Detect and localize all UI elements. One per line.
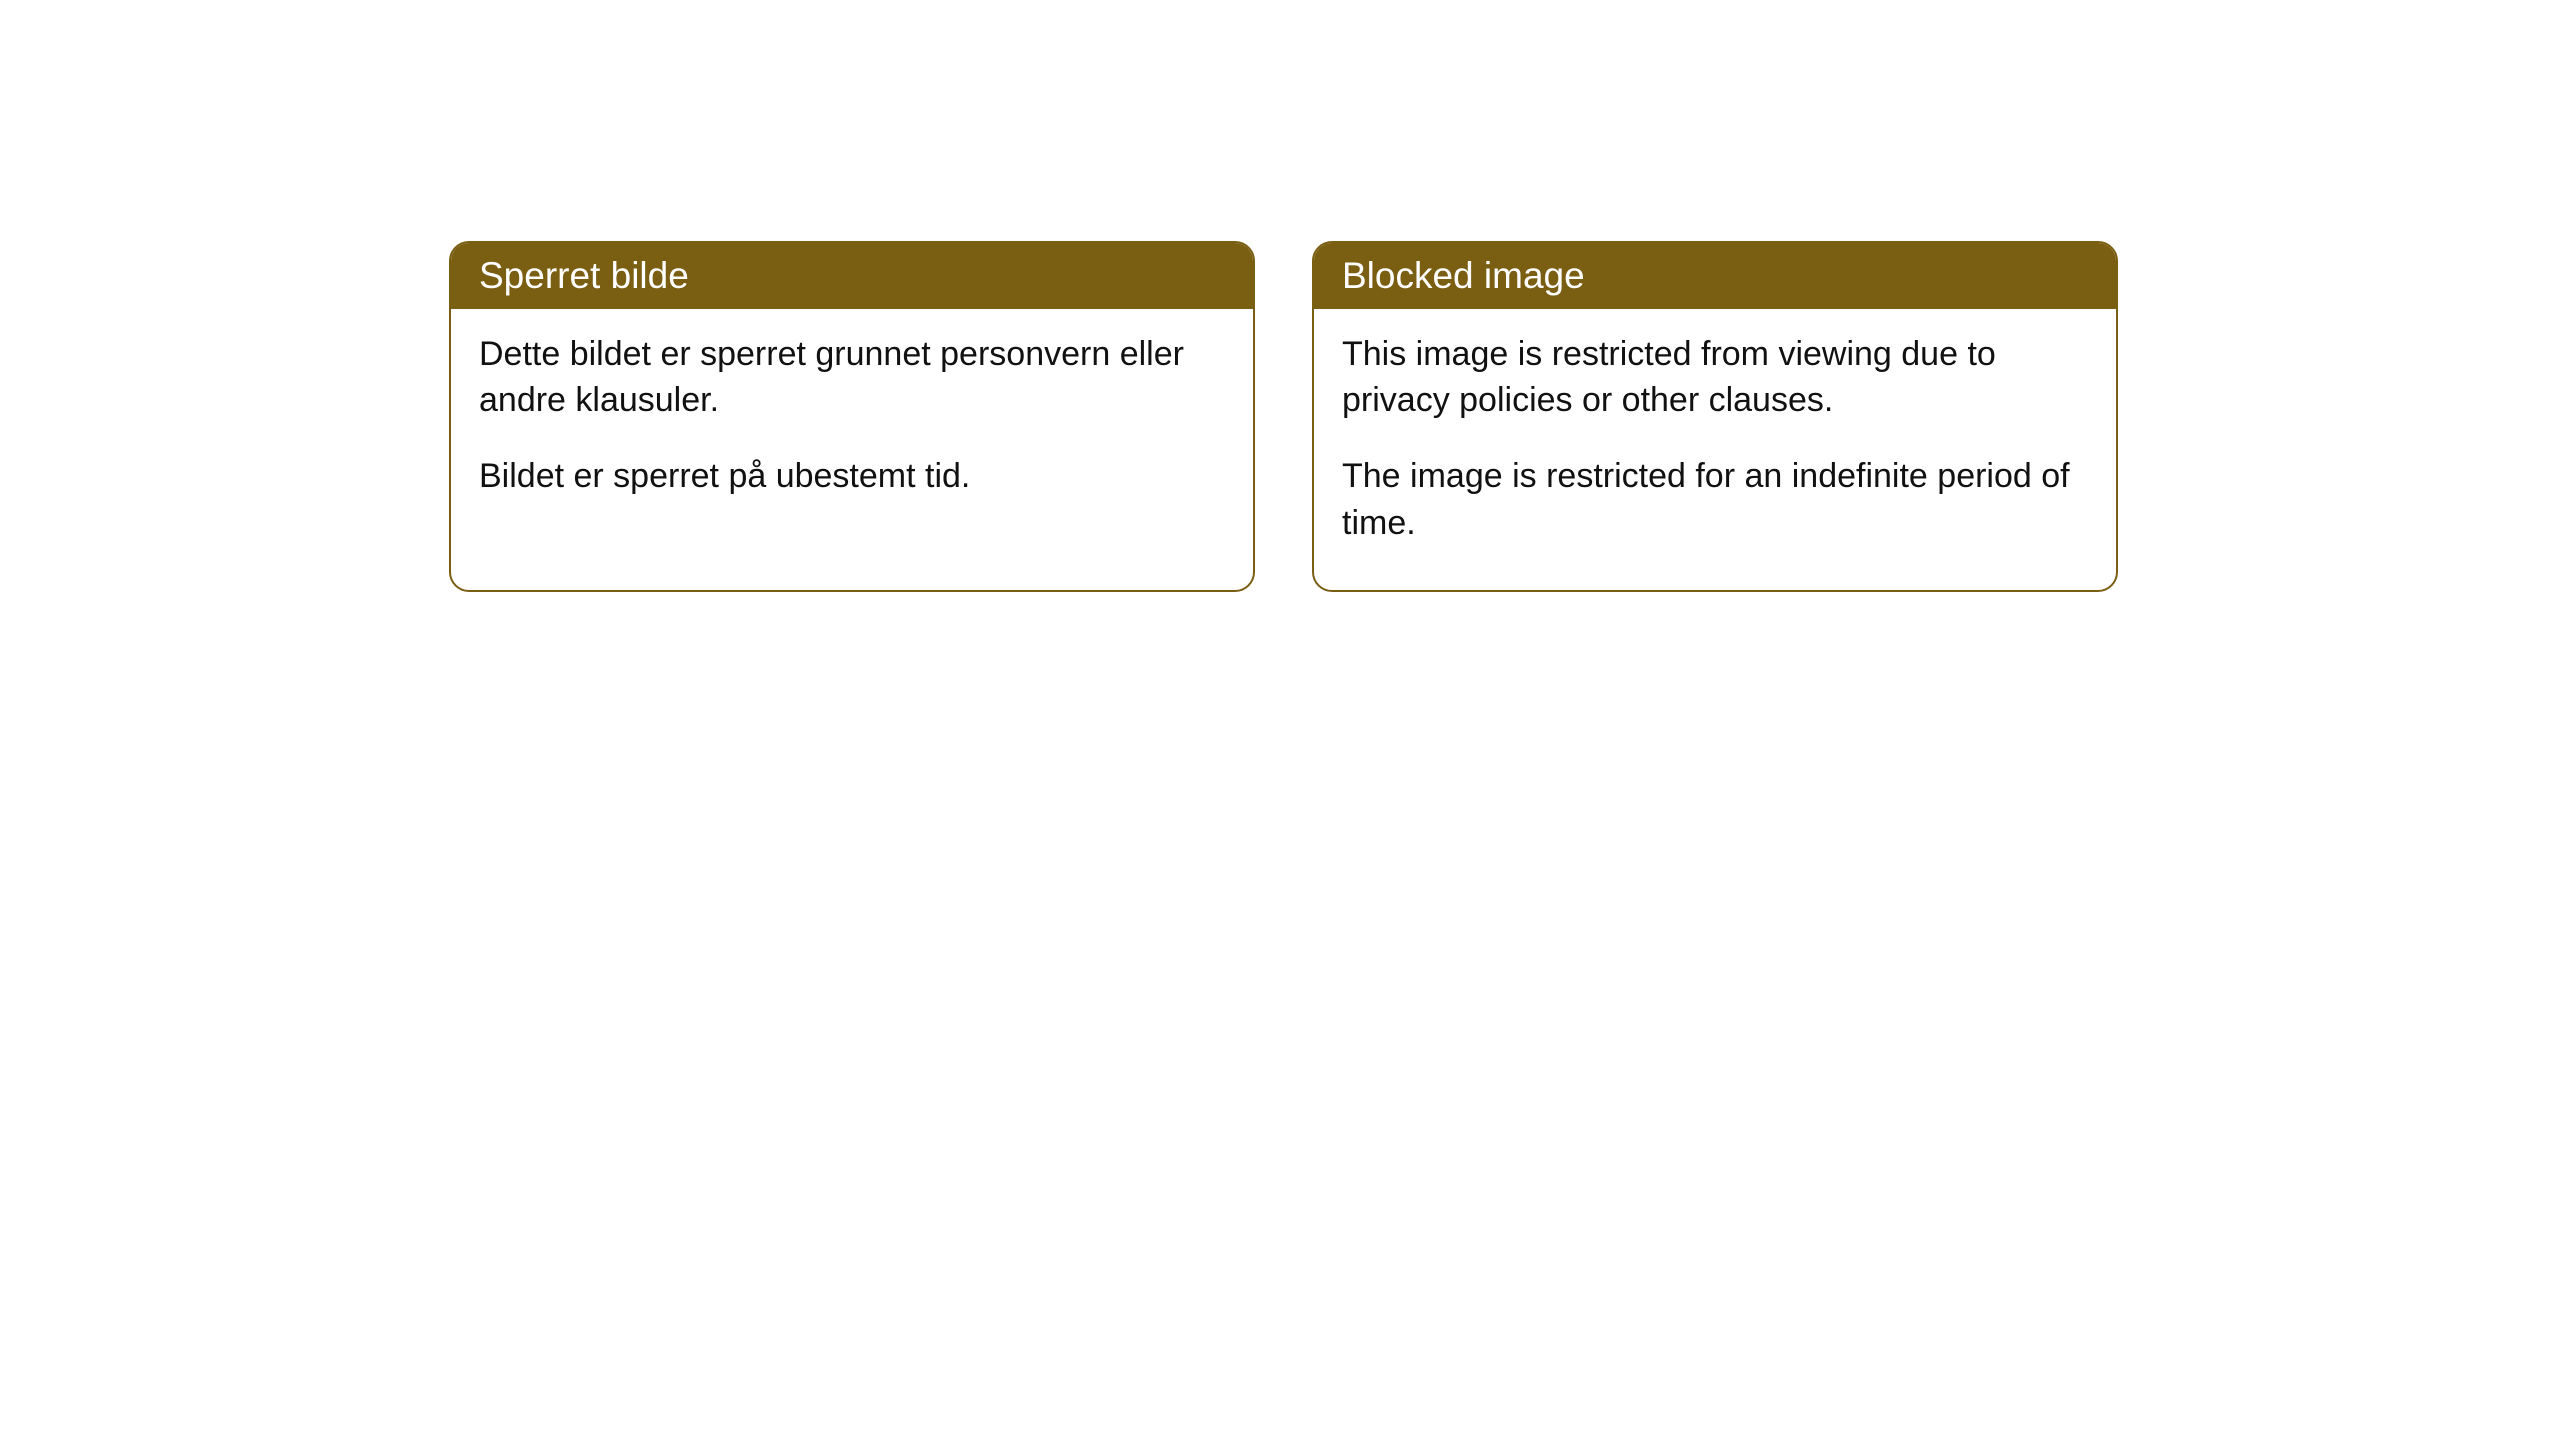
card-body: This image is restricted from viewing du…: [1314, 309, 2116, 590]
card-paragraph: The image is restricted for an indefinit…: [1342, 453, 2088, 545]
card-title: Blocked image: [1342, 255, 1585, 296]
card-paragraph: Bildet er sperret på ubestemt tid.: [479, 453, 1225, 499]
notice-cards-container: Sperret bilde Dette bildet er sperret gr…: [449, 241, 2118, 592]
card-paragraph: This image is restricted from viewing du…: [1342, 331, 2088, 423]
card-header: Sperret bilde: [451, 243, 1253, 309]
notice-card-norwegian: Sperret bilde Dette bildet er sperret gr…: [449, 241, 1255, 592]
card-header: Blocked image: [1314, 243, 2116, 309]
card-body: Dette bildet er sperret grunnet personve…: [451, 309, 1253, 544]
card-title: Sperret bilde: [479, 255, 689, 296]
card-paragraph: Dette bildet er sperret grunnet personve…: [479, 331, 1225, 423]
notice-card-english: Blocked image This image is restricted f…: [1312, 241, 2118, 592]
